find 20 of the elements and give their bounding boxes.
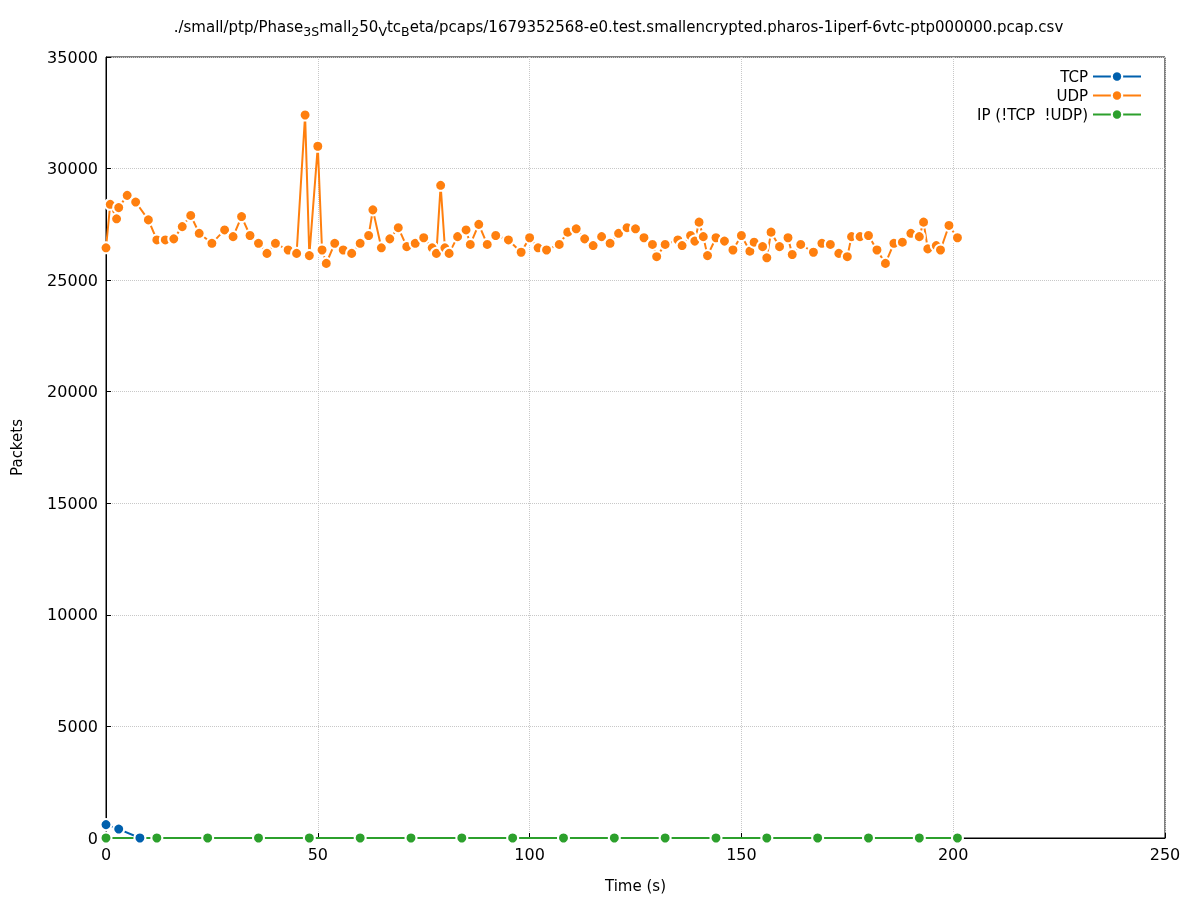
y-tick-label: 0 [87,828,98,848]
x-tick-label: 150 [726,844,757,864]
legend-label: IP (!TCP !UDP) [977,105,1088,124]
y-tick-label: 35000 [47,47,98,67]
chart-title: ./small/ptp/Phase$_{3S}$mall$_{2}$50$_{V}$tc$_{B}$eta/pcaps/1679352568-e0.test.smallencrypted.pharos-1iperf-6vtc-ptp000000.pcap.csv [173,18,1064,39]
y-tick-label: 5000 [57,716,98,736]
x-tick-label: 250 [1149,844,1181,864]
y-tick-label: 15000 [47,493,98,513]
y-tick-label: 25000 [47,270,98,290]
y-axis-title: Packets [7,418,26,476]
x-tick-label: 200 [937,844,969,864]
y-tick-label: 20000 [47,382,98,402]
legend-label: TCP [1059,67,1088,86]
x-tick-label: 100 [514,844,545,864]
x-tick-label: 50 [307,844,328,864]
x-axis-title: Time (s) [604,876,666,895]
x-tick-label: 0 [100,844,112,864]
y-tick-label: 30000 [47,159,98,179]
y-tick-label: 10000 [47,605,98,625]
legend-label: UDP [1056,86,1088,105]
